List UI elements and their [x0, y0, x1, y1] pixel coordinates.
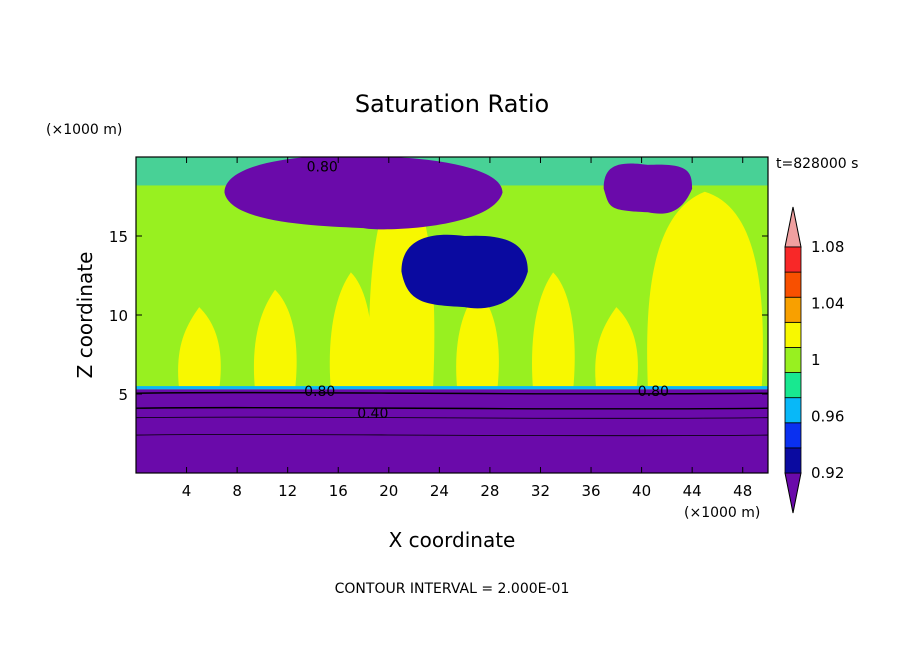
y-unit-label: (×1000 m) — [46, 122, 122, 138]
mid-dry-pocket — [401, 234, 528, 309]
contour-label: 0.40 — [357, 406, 388, 422]
moist-column — [178, 307, 221, 388]
colorbar-segment — [784, 246, 802, 273]
colorbar-tick-label: 0.92 — [811, 464, 844, 482]
colorbar-segment — [784, 372, 802, 399]
colorbar-tick-label: 1 — [811, 351, 821, 369]
x-tick-label: 32 — [531, 482, 550, 500]
x-tick-label: 40 — [632, 482, 651, 500]
contour-line — [136, 406, 768, 410]
y-tick-label: 5 — [118, 386, 128, 404]
colorbar-segment — [784, 347, 802, 373]
contour-label: 0.80 — [307, 159, 338, 175]
x-tick-label: 4 — [182, 482, 192, 500]
x-tick-label: 44 — [683, 482, 702, 500]
moist-column — [647, 191, 763, 388]
plot-area: 0.80 0.80 0.80 0.40 — [136, 157, 768, 473]
x-unit-label: (×1000 m) — [684, 505, 760, 521]
x-tick-label: 24 — [430, 482, 449, 500]
contour-line — [136, 391, 768, 395]
y-tick-label: 10 — [109, 307, 128, 325]
x-tick-label: 28 — [480, 482, 499, 500]
moist-column — [456, 289, 499, 388]
contour-line — [136, 434, 768, 437]
colorbar-tick-label: 0.96 — [811, 408, 844, 426]
moist-column — [253, 289, 297, 388]
colorbar-segment — [784, 271, 802, 298]
moist-column — [329, 272, 373, 388]
chart-title: Saturation Ratio — [355, 90, 549, 118]
contour-label: 0.80 — [304, 384, 335, 400]
x-tick-label: 48 — [733, 482, 752, 500]
y-tick-label: 15 — [109, 228, 128, 246]
upper-right-dry-cell — [603, 163, 693, 214]
x-tick-label: 16 — [329, 482, 348, 500]
contour-label: 0.80 — [638, 384, 669, 400]
colorbar-segment — [784, 397, 802, 424]
colorbar-max-arrow — [784, 206, 802, 248]
contour-line — [136, 416, 768, 419]
inversion-band — [136, 386, 768, 390]
colorbar-min-arrow — [784, 472, 802, 514]
colorbar-segment — [784, 447, 802, 474]
colorbar-segment — [784, 321, 802, 348]
colorbar-tick-label: 1.04 — [811, 295, 844, 313]
contour-interval-note: CONTOUR INTERVAL = 2.000E-01 — [335, 581, 570, 597]
x-tick-label: 36 — [581, 482, 600, 500]
x-axis-label: X coordinate — [389, 528, 516, 552]
colorbar-tick-label: 1.08 — [811, 238, 844, 256]
x-tick-label: 12 — [278, 482, 297, 500]
y-axis-label: Z coordinate — [73, 252, 97, 379]
colorbar: 0.92 0.96 1 1.04 1.08 — [784, 206, 844, 514]
moist-column — [595, 307, 638, 388]
x-tick-label: 20 — [379, 482, 398, 500]
colorbar-segment — [784, 422, 802, 449]
colorbar-segment — [784, 296, 802, 323]
lower-dry-layer — [136, 389, 768, 473]
moist-column — [532, 272, 575, 388]
upper-dry-cell — [224, 157, 503, 230]
x-tick-label: 8 — [232, 482, 242, 500]
time-label: t=828000 s — [776, 156, 858, 172]
